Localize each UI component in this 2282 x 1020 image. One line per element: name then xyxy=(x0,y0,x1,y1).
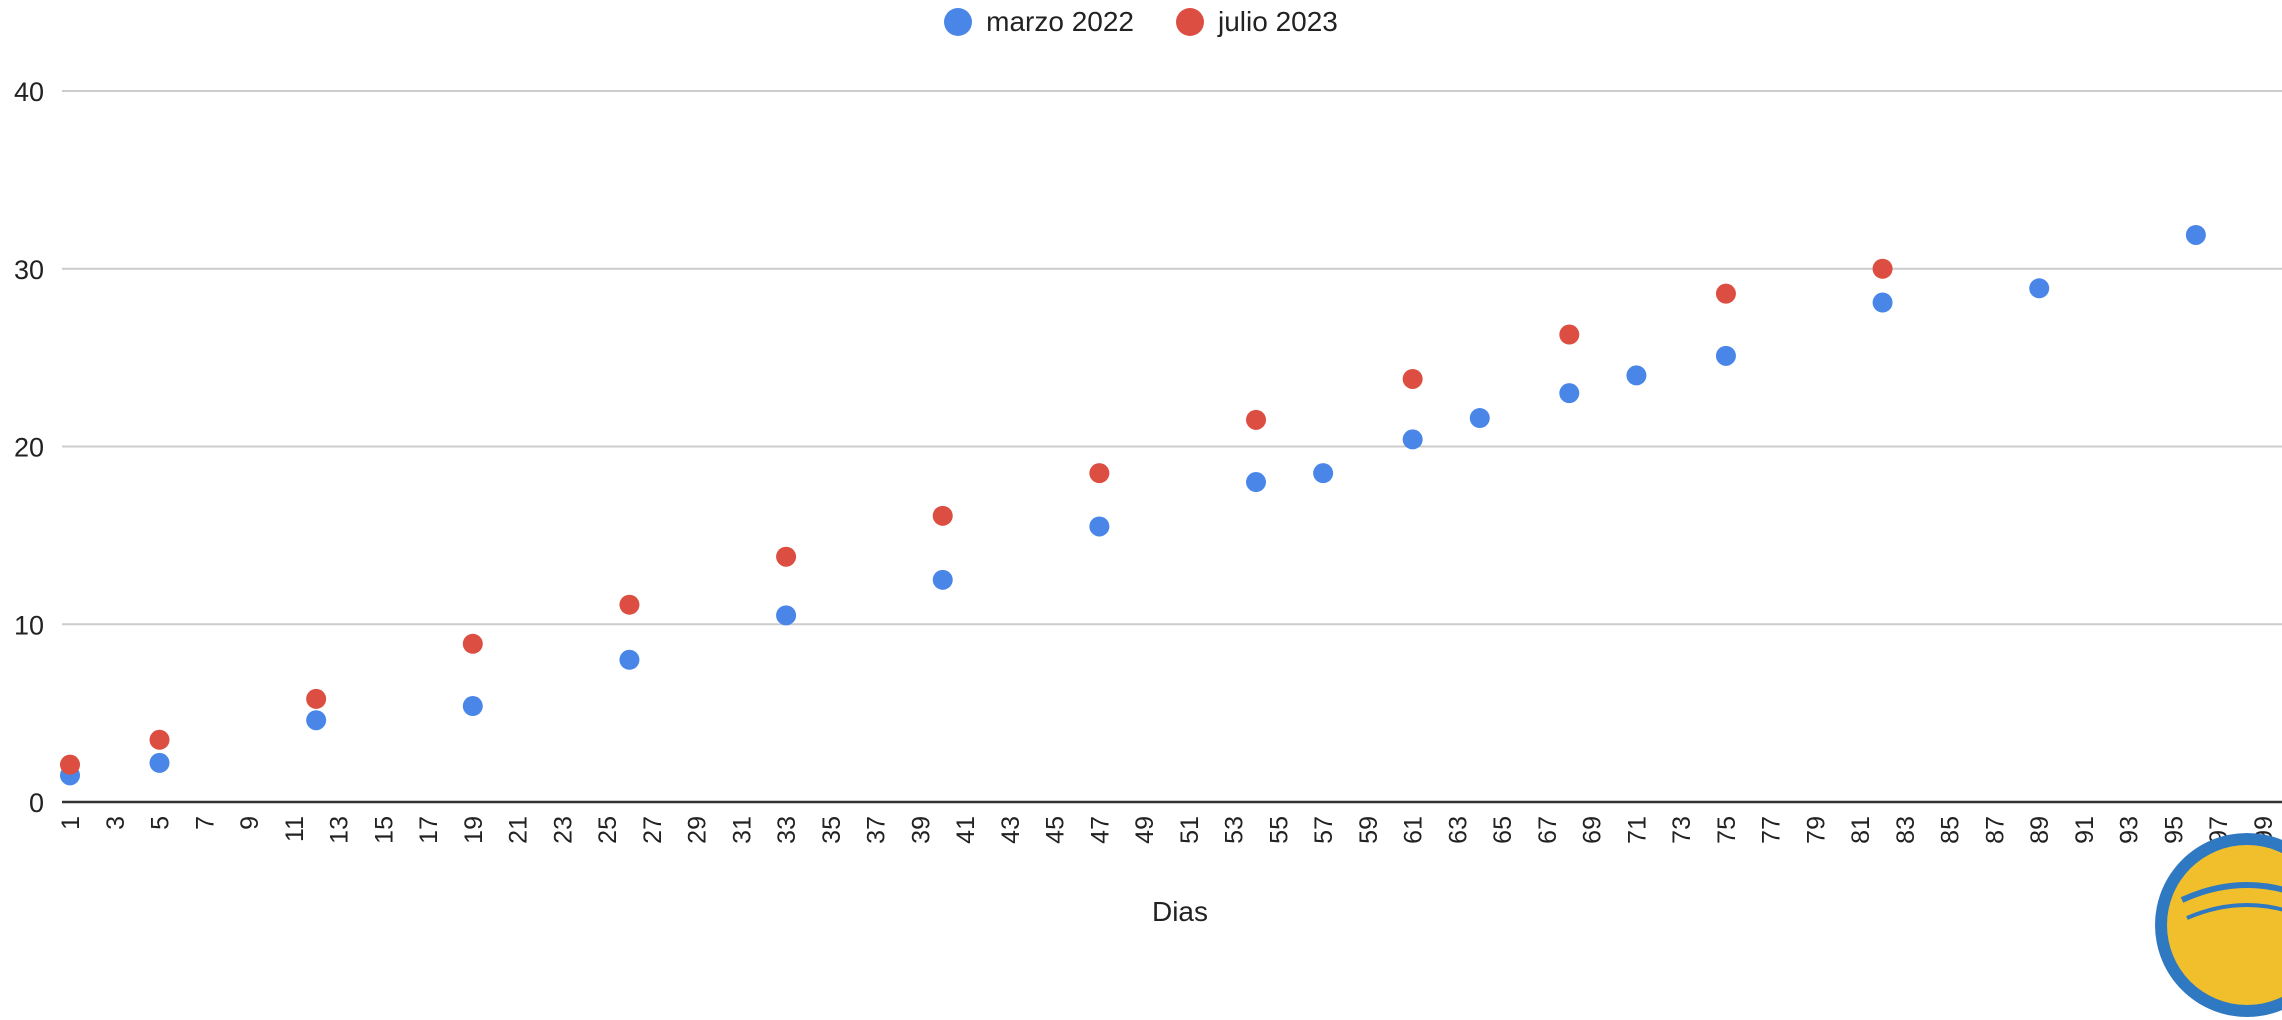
x-tick-label-0: 1 xyxy=(57,816,85,830)
data-point-s2-9 xyxy=(1402,368,1423,389)
data-point-s2-4 xyxy=(619,594,640,615)
x-tick-label-15: 31 xyxy=(728,816,756,844)
legend-label-series-1: marzo 2022 xyxy=(986,6,1134,37)
x-tick-label-6: 13 xyxy=(326,816,354,844)
data-point-s1-14 xyxy=(1715,345,1736,366)
x-tick-label-18: 37 xyxy=(863,816,891,844)
x-tick-label-45: 91 xyxy=(2071,816,2099,844)
x-tick-label-47: 95 xyxy=(2160,816,2188,844)
y-tick-label-3: 30 xyxy=(14,255,44,285)
x-tick-label-26: 53 xyxy=(1221,816,1249,844)
x-tick-label-8: 17 xyxy=(415,816,443,844)
data-point-s1-3 xyxy=(462,696,483,717)
x-tick-label-30: 61 xyxy=(1400,816,1428,844)
x-tick-label-37: 75 xyxy=(1713,816,1741,844)
data-point-s2-11 xyxy=(1715,283,1736,304)
x-tick-label-35: 71 xyxy=(1623,816,1651,844)
x-tick-label-34: 69 xyxy=(1579,816,1607,844)
data-point-s1-7 xyxy=(1089,516,1110,537)
data-point-s1-15 xyxy=(1872,292,1893,313)
x-tick-label-14: 29 xyxy=(684,816,712,844)
x-tick-label-46: 93 xyxy=(2116,816,2144,844)
x-tick-label-33: 67 xyxy=(1534,816,1562,844)
x-tick-label-9: 19 xyxy=(460,816,488,844)
x-tick-label-11: 23 xyxy=(549,816,577,844)
x-tick-label-21: 43 xyxy=(997,816,1025,844)
x-tick-label-22: 45 xyxy=(1042,816,1070,844)
x-tick-label-43: 87 xyxy=(1981,816,2009,844)
x-tick-label-42: 85 xyxy=(1937,816,1965,844)
x-tick-label-40: 81 xyxy=(1847,816,1875,844)
x-tick-label-23: 47 xyxy=(1086,816,1114,844)
legend-label-series-2: julio 2023 xyxy=(1218,6,1338,37)
x-tick-label-31: 63 xyxy=(1444,816,1472,844)
x-tick-label-16: 33 xyxy=(773,816,801,844)
x-tick-label-41: 83 xyxy=(1892,816,1920,844)
x-tick-label-36: 73 xyxy=(1668,816,1696,844)
data-point-s1-4 xyxy=(619,649,640,670)
x-tick-label-19: 39 xyxy=(907,816,935,844)
legend-marker-series-1 xyxy=(944,8,973,36)
data-point-s1-11 xyxy=(1469,408,1490,429)
data-point-s2-3 xyxy=(462,633,483,654)
x-tick-label-28: 57 xyxy=(1310,816,1338,844)
x-tick-label-10: 21 xyxy=(505,816,533,844)
x-tick-label-27: 55 xyxy=(1265,816,1293,844)
data-point-s2-0 xyxy=(60,754,80,775)
x-tick-label-12: 25 xyxy=(594,816,622,844)
data-point-s2-7 xyxy=(1089,463,1110,484)
data-point-s1-16 xyxy=(2029,278,2050,299)
y-tick-label-1: 10 xyxy=(14,610,44,640)
data-point-s2-10 xyxy=(1559,324,1580,345)
x-tick-label-24: 49 xyxy=(1131,816,1159,844)
data-point-s1-17 xyxy=(2185,224,2206,245)
x-tick-label-44: 89 xyxy=(2026,816,2054,844)
y-tick-label-2: 20 xyxy=(14,433,44,463)
x-tick-label-29: 59 xyxy=(1355,816,1383,844)
logo-badge xyxy=(2155,833,2282,1017)
x-tick-label-5: 11 xyxy=(281,816,309,842)
data-point-s1-9 xyxy=(1313,463,1334,484)
x-tick-label-4: 9 xyxy=(236,816,264,830)
x-tick-label-39: 79 xyxy=(1802,816,1830,844)
x-tick-label-17: 35 xyxy=(818,816,846,844)
data-point-s1-10 xyxy=(1402,429,1423,450)
x-tick-label-25: 51 xyxy=(1176,816,1204,844)
data-point-s1-13 xyxy=(1626,365,1647,386)
y-tick-label-4: 40 xyxy=(14,77,44,107)
data-point-s1-8 xyxy=(1246,472,1267,493)
data-point-s1-5 xyxy=(776,605,797,626)
data-point-s2-1 xyxy=(149,729,170,750)
data-point-s1-12 xyxy=(1559,383,1580,404)
y-tick-label-0: 0 xyxy=(29,788,44,818)
x-axis-label: Dias xyxy=(1151,896,1208,927)
x-tick-label-20: 41 xyxy=(952,816,980,844)
x-tick-label-13: 27 xyxy=(639,816,667,844)
x-tick-label-1: 3 xyxy=(102,816,130,830)
legend-item-series-1[interactable]: marzo 2022 xyxy=(944,6,1134,38)
x-tick-label-2: 5 xyxy=(147,816,175,830)
x-tick-label-38: 77 xyxy=(1758,816,1786,844)
data-point-s1-2 xyxy=(306,710,327,731)
legend-item-series-2[interactable]: julio 2023 xyxy=(1176,6,1338,38)
x-tick-label-7: 15 xyxy=(370,816,398,844)
x-tick-label-3: 7 xyxy=(191,816,219,830)
data-point-s2-2 xyxy=(306,688,327,709)
data-point-s2-12 xyxy=(1872,258,1893,279)
data-point-s2-6 xyxy=(932,505,953,526)
data-point-s1-6 xyxy=(932,569,953,590)
data-point-s2-5 xyxy=(776,546,797,567)
x-tick-label-32: 65 xyxy=(1489,816,1517,844)
legend-marker-series-2 xyxy=(1176,8,1204,36)
chart-legend: marzo 2022 julio 2023 xyxy=(0,6,2282,38)
data-point-s1-1 xyxy=(149,752,170,773)
data-point-s2-8 xyxy=(1246,409,1267,430)
